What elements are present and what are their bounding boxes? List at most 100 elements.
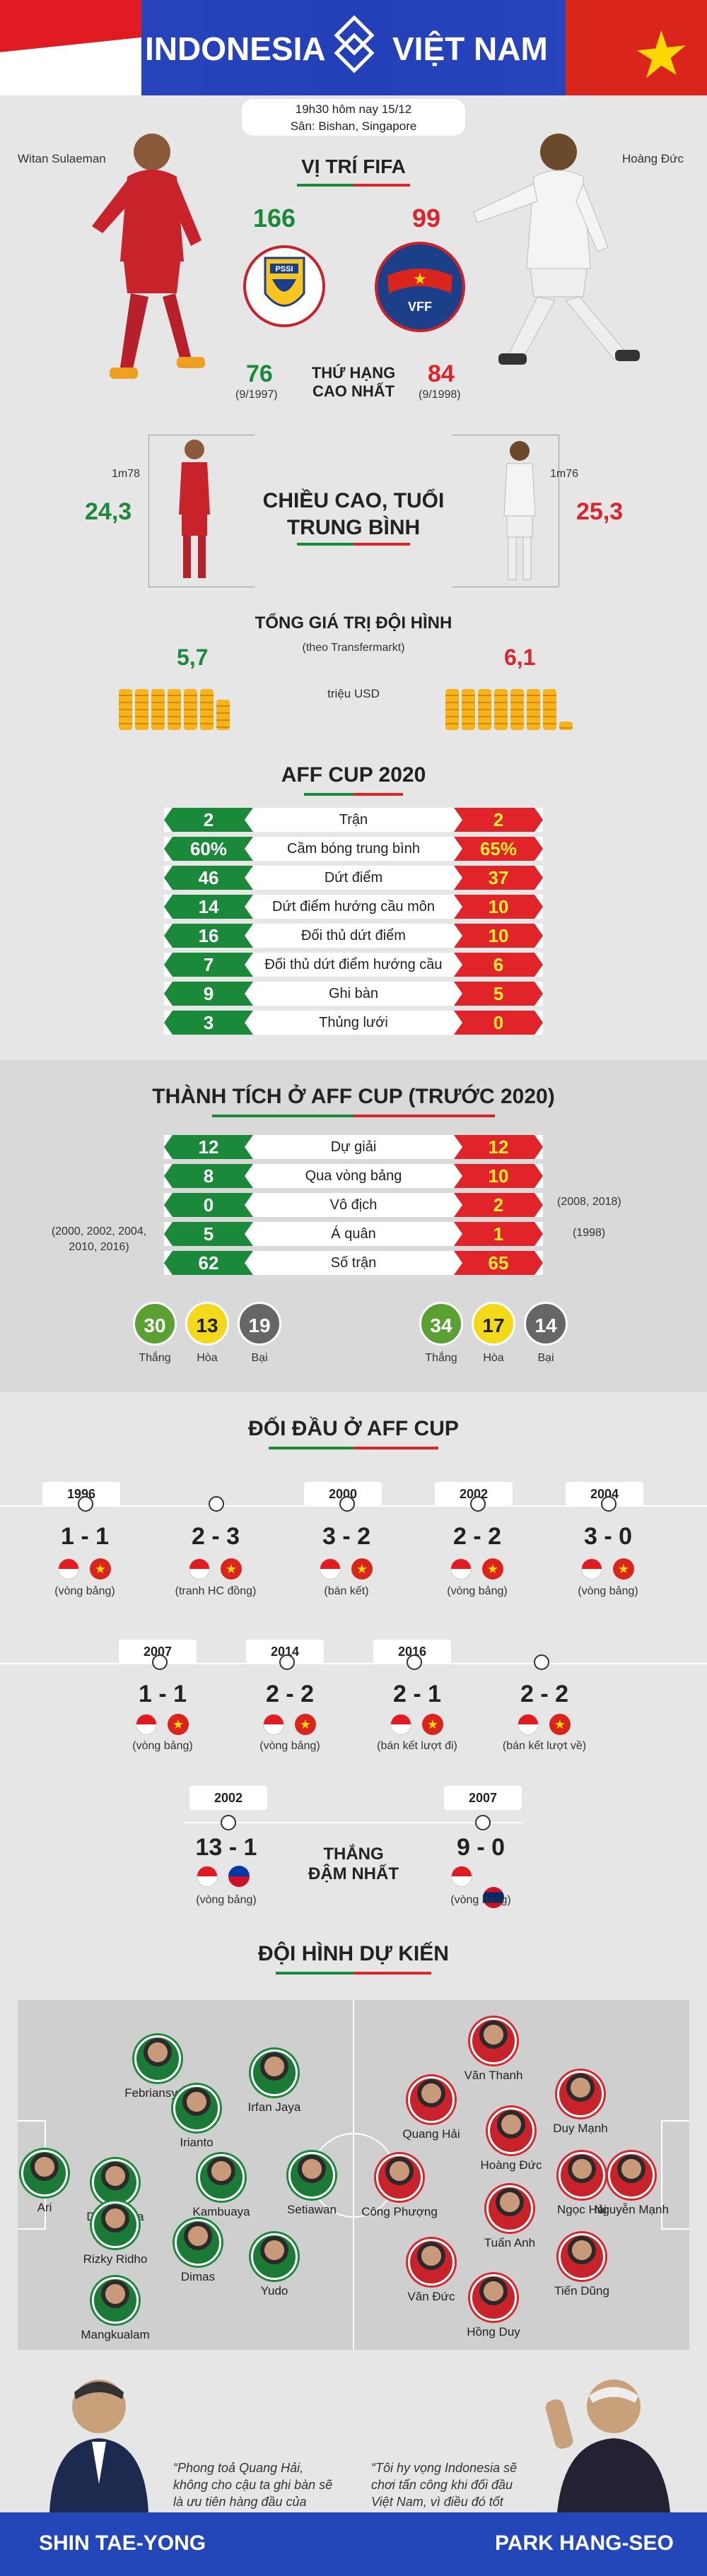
- player-name: Ari: [37, 2201, 52, 2214]
- player-name: Irfan Jaya: [247, 2100, 301, 2114]
- indonesia-flag-icon: [58, 1558, 79, 1580]
- football-icon: [152, 1654, 168, 1670]
- football-icon: [407, 1654, 422, 1670]
- aff2020-row-label: Ghi bàn: [328, 986, 379, 1001]
- h2h-score: 2 - 1: [392, 1681, 442, 1707]
- coin-stack-icon: [527, 689, 540, 730]
- aff2020-title: AFF CUP 2020: [281, 763, 426, 787]
- lineup-underline: [276, 1972, 431, 1975]
- coin-stack-icon: [168, 689, 181, 730]
- ach-row-label: Số trận: [330, 1255, 377, 1271]
- football-icon: [470, 1496, 486, 1512]
- aff2020-row-label: Đối thủ dứt điểm: [301, 928, 406, 943]
- coin-stack-icon: [478, 689, 491, 730]
- coach-right-name: PARK HANG-SEO: [495, 2531, 674, 2555]
- football-icon: [78, 1496, 93, 1512]
- aff-logo-icon: [329, 14, 379, 78]
- svg-text:★: ★: [413, 270, 427, 288]
- ach-row-label: Dự giải: [330, 1139, 377, 1155]
- indonesia-flag-icon: [451, 1866, 472, 1887]
- indonesia-player-image: [78, 120, 219, 396]
- aff2020-row-left: 9: [164, 982, 253, 1006]
- player-avatar: [251, 2049, 298, 2096]
- player-avatar: [608, 2152, 655, 2199]
- fifa-left-best: 76: [246, 360, 273, 387]
- player-avatar: [559, 2152, 605, 2199]
- coin-stack-icon: [216, 700, 230, 730]
- h2h-note: (tranh HC đồng): [175, 1585, 257, 1597]
- vietnam-flag-icon: ★: [566, 0, 707, 95]
- aff2020-row-label: Cầm bóng trung bình: [287, 841, 420, 857]
- aff2020-row-label: Đối thủ dứt điểm hướng cầu môn: [264, 957, 443, 996]
- player-name: Irianto: [180, 2136, 214, 2149]
- ach-right-draw-label: Hòa: [483, 1352, 504, 1364]
- h2h-timeline-3: [184, 1822, 523, 1823]
- ach-row-right: 2: [454, 1193, 543, 1217]
- height-right: 1m76: [550, 468, 579, 480]
- age-right: 25,3: [576, 498, 624, 525]
- player-name: Duy Mạnh: [553, 2122, 608, 2135]
- aff2020-row-right: 37: [454, 866, 543, 890]
- player-avatar: [288, 2152, 335, 2199]
- player-avatar: [198, 2154, 245, 2201]
- football-icon: [534, 1654, 549, 1670]
- player-name: Văn Thanh: [464, 2069, 523, 2082]
- coin-stack-icon: [184, 689, 197, 730]
- fifa-right-best: 84: [428, 360, 455, 387]
- player-avatar: [408, 2076, 455, 2123]
- height-left: 1m78: [112, 468, 141, 480]
- coin-stack-icon: [543, 689, 556, 730]
- aff2020-row-right: 2: [454, 808, 543, 832]
- big-win-score: 9 - 0: [456, 1834, 506, 1861]
- header-banner: ★ INDONESIA VIỆT NAM: [0, 0, 707, 95]
- team-left-title: INDONESIA: [145, 30, 326, 67]
- big-win-label: THẮNG ĐẬM NHẤT: [297, 1845, 410, 1884]
- player-name: Tiến Dũng: [554, 2284, 609, 2298]
- best-rank-label-2: CAO NHẤT: [312, 382, 395, 400]
- h2h-underline: [269, 1447, 438, 1449]
- aff2020-row-left: 2: [164, 808, 253, 832]
- coin-stack-icon: [445, 689, 459, 730]
- player-name: Setiawan: [287, 2203, 337, 2216]
- coin-stack-icon: [135, 689, 148, 730]
- coin-stack-icon: [151, 689, 165, 730]
- achievements-title: THÀNH TÍCH Ở AFF CUP (TRƯỚC 2020): [152, 1085, 555, 1108]
- player-avatar: [251, 2233, 298, 2280]
- indonesia-flag-icon: [136, 1714, 157, 1735]
- h2h-note: (vòng bảng): [259, 1740, 320, 1752]
- h2h-note: (bán kết lượt đi): [377, 1740, 457, 1752]
- indonesia-flag-icon: [189, 1558, 210, 1580]
- player-avatar: [486, 2185, 533, 2232]
- ach-row-left: 0: [164, 1193, 253, 1217]
- aff2020-row-right: 65%: [454, 837, 543, 861]
- ach-row-right: 10: [454, 1164, 543, 1188]
- aff2020-row-left: 3: [164, 1011, 253, 1035]
- indonesia-flag-icon: [450, 1558, 472, 1580]
- value-subtitle: (theo Transfermarkt): [302, 642, 405, 654]
- player-avatar: [92, 2201, 139, 2248]
- football-icon: [475, 1815, 491, 1830]
- big-win-label-1: THẮNG: [323, 1845, 384, 1864]
- player-avatar: [92, 2277, 139, 2324]
- big-win-note: (vòng bảng): [450, 1894, 511, 1906]
- indonesia-flag-icon: [390, 1714, 411, 1735]
- player-avatar: [175, 2219, 221, 2266]
- player-name: Dimas: [180, 2270, 216, 2283]
- indonesia-flag-icon: [197, 1866, 218, 1887]
- h2h-timeline-2: [0, 1663, 707, 1664]
- player-avatar: [92, 2159, 139, 2206]
- football-icon: [221, 1815, 236, 1830]
- player-name: Tuấn Anh: [484, 2236, 536, 2249]
- player-name: Rizky Ridho: [83, 2252, 148, 2266]
- h2h-score: 3 - 2: [322, 1523, 371, 1550]
- aff2020-row-left: 60%: [164, 837, 253, 861]
- aff2020-row-right: 0: [454, 1011, 543, 1035]
- aff2020-row-label: Thủng lưới: [319, 1015, 388, 1030]
- ach-right-loss-label: Bại: [537, 1352, 554, 1364]
- h2h-score: 2 - 2: [520, 1681, 569, 1707]
- football-icon: [209, 1496, 224, 1512]
- player-name: Kambuaya: [192, 2205, 250, 2218]
- indonesia-flag-icon: [581, 1558, 602, 1580]
- indonesia-flag-icon: [320, 1558, 341, 1580]
- vietnam-flag-icon: ★: [422, 1714, 443, 1735]
